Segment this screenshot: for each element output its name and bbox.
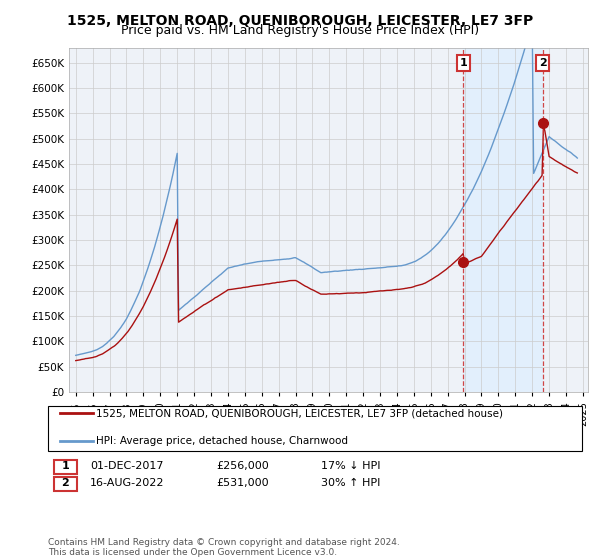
- Text: 1525, MELTON ROAD, QUENIBOROUGH, LEICESTER, LE7 3FP (detached house): 1525, MELTON ROAD, QUENIBOROUGH, LEICEST…: [96, 408, 503, 418]
- Text: 30% ↑ HPI: 30% ↑ HPI: [321, 478, 380, 488]
- Text: Contains HM Land Registry data © Crown copyright and database right 2024.
This d: Contains HM Land Registry data © Crown c…: [48, 538, 400, 557]
- Text: 01-DEC-2017: 01-DEC-2017: [90, 461, 163, 471]
- Text: Price paid vs. HM Land Registry's House Price Index (HPI): Price paid vs. HM Land Registry's House …: [121, 24, 479, 37]
- Text: 16-AUG-2022: 16-AUG-2022: [90, 478, 164, 488]
- Text: 2: 2: [62, 478, 69, 488]
- Text: £256,000: £256,000: [216, 461, 269, 471]
- Text: 1: 1: [460, 58, 467, 68]
- Text: 2: 2: [539, 58, 547, 68]
- Text: 1525, MELTON ROAD, QUENIBOROUGH, LEICESTER, LE7 3FP: 1525, MELTON ROAD, QUENIBOROUGH, LEICEST…: [67, 14, 533, 28]
- Text: HPI: Average price, detached house, Charnwood: HPI: Average price, detached house, Char…: [96, 436, 348, 446]
- Text: £531,000: £531,000: [216, 478, 269, 488]
- Text: 1: 1: [62, 461, 69, 471]
- Text: 17% ↓ HPI: 17% ↓ HPI: [321, 461, 380, 471]
- Bar: [463, 48, 542, 392]
